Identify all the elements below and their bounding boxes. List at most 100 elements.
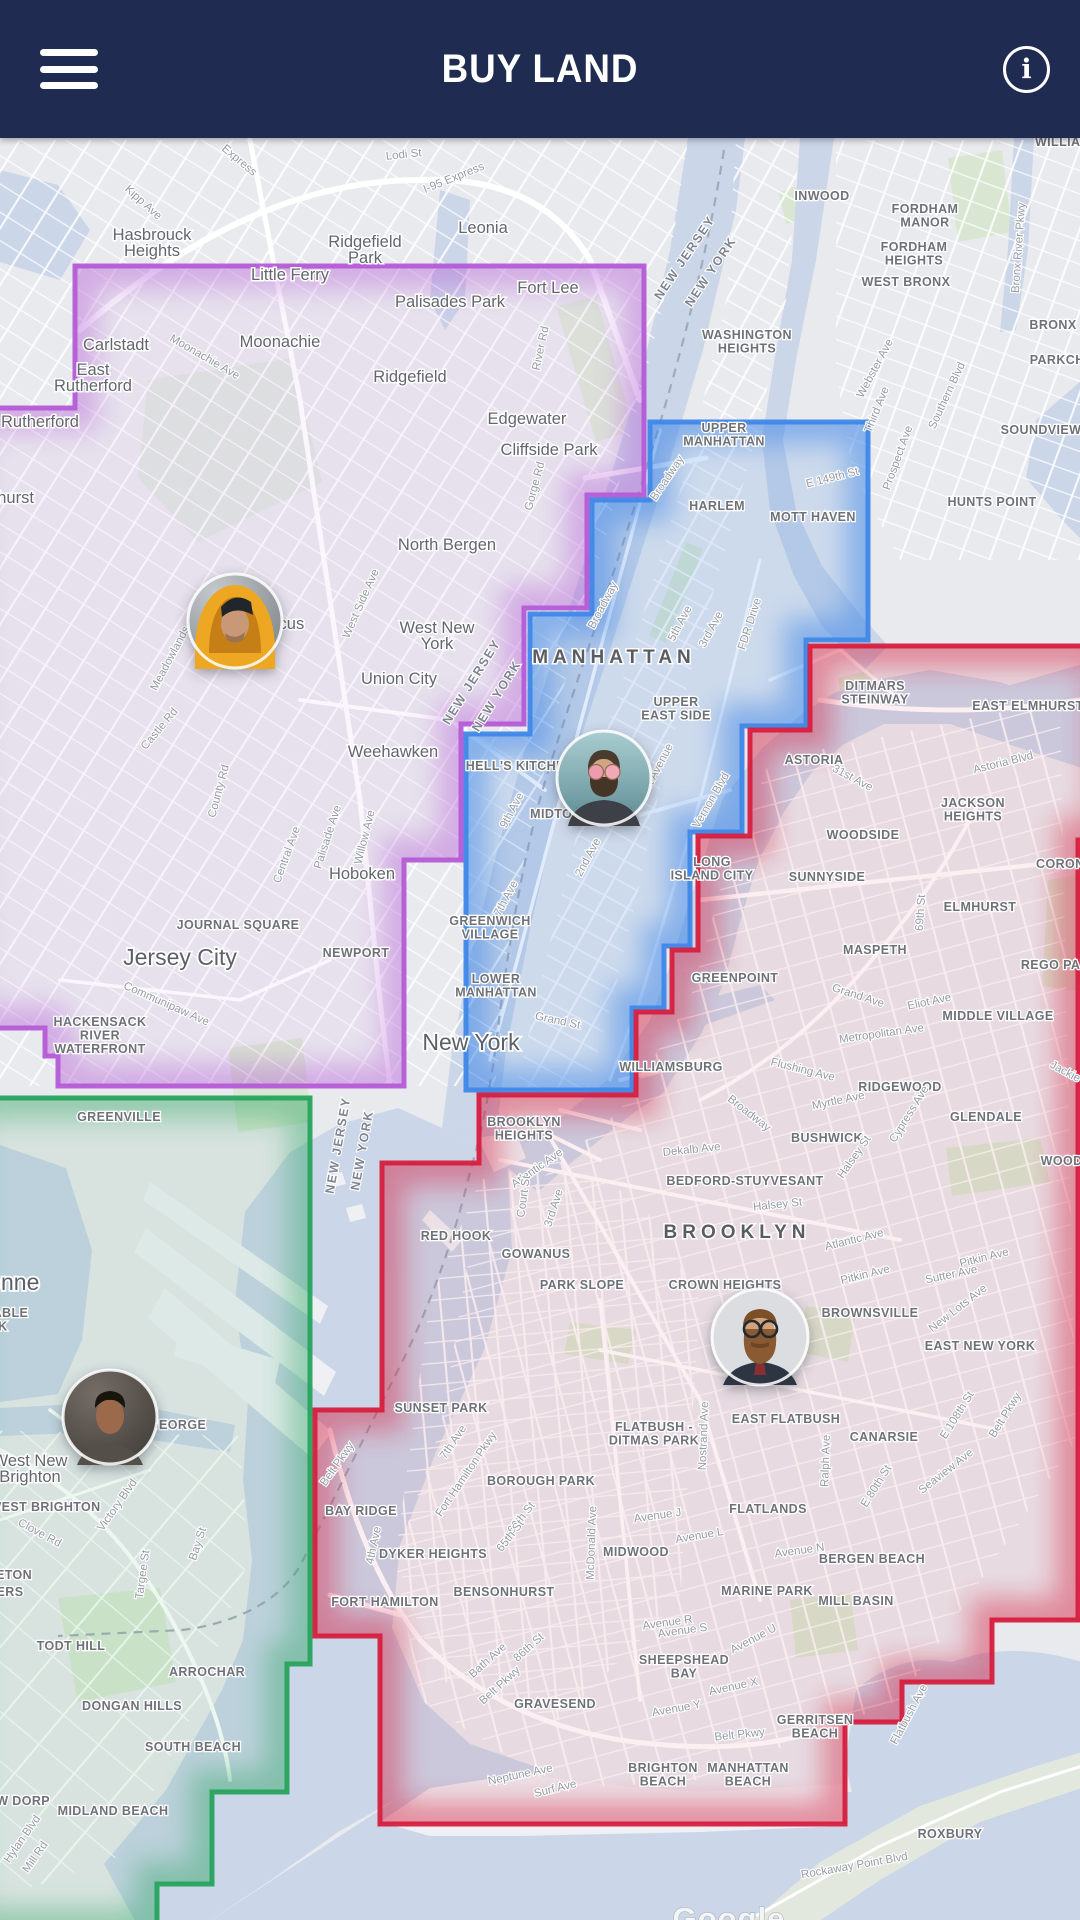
user-pink-sunglasses[interactable] (555, 729, 653, 827)
map-label: GREENWICH VILLAGE (449, 914, 530, 942)
map-label: DYKER HEIGHTS (379, 1547, 487, 1561)
staten-island-territory-border (0, 1095, 313, 1920)
map-label: LONG ISLAND CITY (671, 855, 754, 883)
map-label: GREENVILLE (77, 1110, 161, 1124)
map-label: BRONX (1029, 318, 1076, 332)
map-label: Edgewater (488, 410, 567, 428)
map-label: North Bergen (398, 536, 496, 554)
map-label: ETON (0, 1568, 32, 1582)
map-label: UPPER MANHATTAN (683, 421, 765, 449)
map-label: MASPETH (843, 943, 907, 957)
map-label: Jersey City (123, 944, 237, 970)
map-label: Lyndhurst (0, 489, 34, 507)
map-label: JACKSON HEIGHTS (941, 796, 1005, 824)
map-label: 69th St (914, 893, 929, 931)
map-label: Fort Lee (517, 279, 578, 297)
map-label: RED HOOK (421, 1229, 492, 1243)
map-label: GOWANUS (502, 1247, 571, 1261)
map-label: Cliffside Park (501, 441, 599, 459)
map-label: PARKCHESTER (1030, 353, 1080, 367)
map-label: FORDHAM MANOR (892, 202, 959, 230)
map-label: BUSHWICK (791, 1131, 863, 1145)
map-label: WOODHAVEN (1041, 1154, 1080, 1168)
map-label: BROWNSVILLE (822, 1306, 919, 1320)
map-label: NEW DORP (0, 1794, 50, 1808)
map-label: EAST NEW YORK (925, 1339, 1036, 1353)
map-label: DONGAN HILLS (82, 1699, 182, 1713)
map-label: FLATBUSH -DITMAS PARK (609, 1420, 699, 1448)
map-label: West New Brighton (0, 1452, 68, 1486)
map-label: MANHATTAN BEACH (707, 1761, 789, 1789)
map-label: New York (422, 1029, 520, 1055)
map-canvas[interactable]: Hasbrouck Heights Ridgefield Park Leonia Litt… (0, 134, 1080, 1920)
map-label: WILLIAMSBRIDGE (1035, 138, 1080, 149)
app-header: BUY LAND i (0, 0, 1080, 138)
map-label: Lodi St (385, 147, 423, 163)
map-label: PARK SLOPE (540, 1278, 624, 1292)
map-label: MIDLAND BEACH (58, 1804, 169, 1818)
user-young-man[interactable] (61, 1368, 159, 1466)
map-label: Hoboken (329, 865, 395, 883)
map-label: East Rutherford (54, 361, 132, 395)
map-label: Nostrand Ave (697, 1401, 711, 1470)
map-label: WEST BRIGHTON (0, 1500, 101, 1514)
user-beard-glasses[interactable] (710, 1287, 810, 1387)
map-label: Ridgefield Park (328, 233, 401, 267)
map-label: CANARSIE (850, 1430, 918, 1444)
map-label: MIDDLE VILLAGE (942, 1009, 1053, 1023)
map-label: WOODSIDE (827, 828, 900, 842)
map-label: HUNTS POINT (947, 495, 1036, 509)
map-label: CONSTABLEHOOK (0, 1306, 28, 1334)
hamburger-menu-icon[interactable] (40, 49, 98, 89)
map-label: TODT HILL (37, 1639, 106, 1653)
new-jersey-territory-border (0, 263, 647, 1089)
map-label: BAY RIDGE (325, 1504, 397, 1518)
map-label: BEDFORD-STUYVESANT (666, 1174, 823, 1188)
map-label: ELMHURST (944, 900, 1017, 914)
map-label: NEWPORT (323, 946, 390, 960)
map-label: SHEEPSHEAD BAY (639, 1653, 729, 1681)
manhattan-territory[interactable] (463, 419, 871, 1093)
map-label: BROOKLYN (664, 1222, 811, 1243)
map-label: HACKENSACK RIVER WATERFRONT (54, 1015, 147, 1056)
map-label: WEST BRONX (862, 275, 951, 289)
map-label: GRAVESEND (514, 1697, 596, 1711)
brooklyn-queens-territory-border (312, 643, 1080, 1827)
map-label: RIDGEWOOD (858, 1080, 941, 1094)
map-label: WILLIAMSBURG (619, 1060, 722, 1074)
map-label: Little Ferry (251, 266, 330, 284)
map-label: Leonia (458, 219, 508, 237)
map-label: MANHATTAN (532, 647, 696, 668)
user-yellow-jacket[interactable] (186, 572, 284, 670)
map-label: West New York (400, 619, 475, 653)
brooklyn-queens-territory[interactable] (312, 643, 1080, 1827)
map-label: MILL BASIN (818, 1594, 893, 1608)
info-icon[interactable]: i (1003, 45, 1050, 93)
map-label: BOROUGH PARK (487, 1474, 595, 1488)
map-label: Palisades Park (395, 293, 506, 311)
map-label: Rutherford (1, 413, 79, 431)
map-label: FORT HAMILTON (331, 1595, 439, 1609)
google-logo: Google (673, 1901, 786, 1920)
map-label: Bayonne (0, 1269, 39, 1295)
map-label: BRIGHTON BEACH (628, 1761, 698, 1789)
map-label: SUNSET PARK (394, 1401, 487, 1415)
map-label: MIDWOOD (603, 1545, 669, 1559)
staten-island-territory[interactable] (0, 1095, 313, 1920)
map-label: UPPER EAST SIDE (641, 695, 711, 723)
map-label: GREENPOINT (692, 971, 779, 985)
map-label: FLATLANDS (729, 1502, 807, 1516)
map-label: Hasbrouck Heights (113, 226, 193, 260)
map-label: ERS (0, 1585, 23, 1599)
map-label: Weehawken (348, 743, 439, 761)
map-label: DITMARS STEINWAY (841, 679, 909, 707)
map-label: Ralph Ave (819, 1435, 833, 1488)
map-label: GLENDALE (950, 1110, 1022, 1124)
map-label: SOUTH BEACH (145, 1740, 241, 1754)
map-label: HARLEM (689, 499, 745, 513)
map-label: ARROCHAR (169, 1665, 245, 1679)
map-label: BROOKLYN HEIGHTS (487, 1115, 561, 1143)
new-jersey-territory[interactable] (0, 263, 647, 1089)
map-label: Union City (361, 670, 438, 688)
